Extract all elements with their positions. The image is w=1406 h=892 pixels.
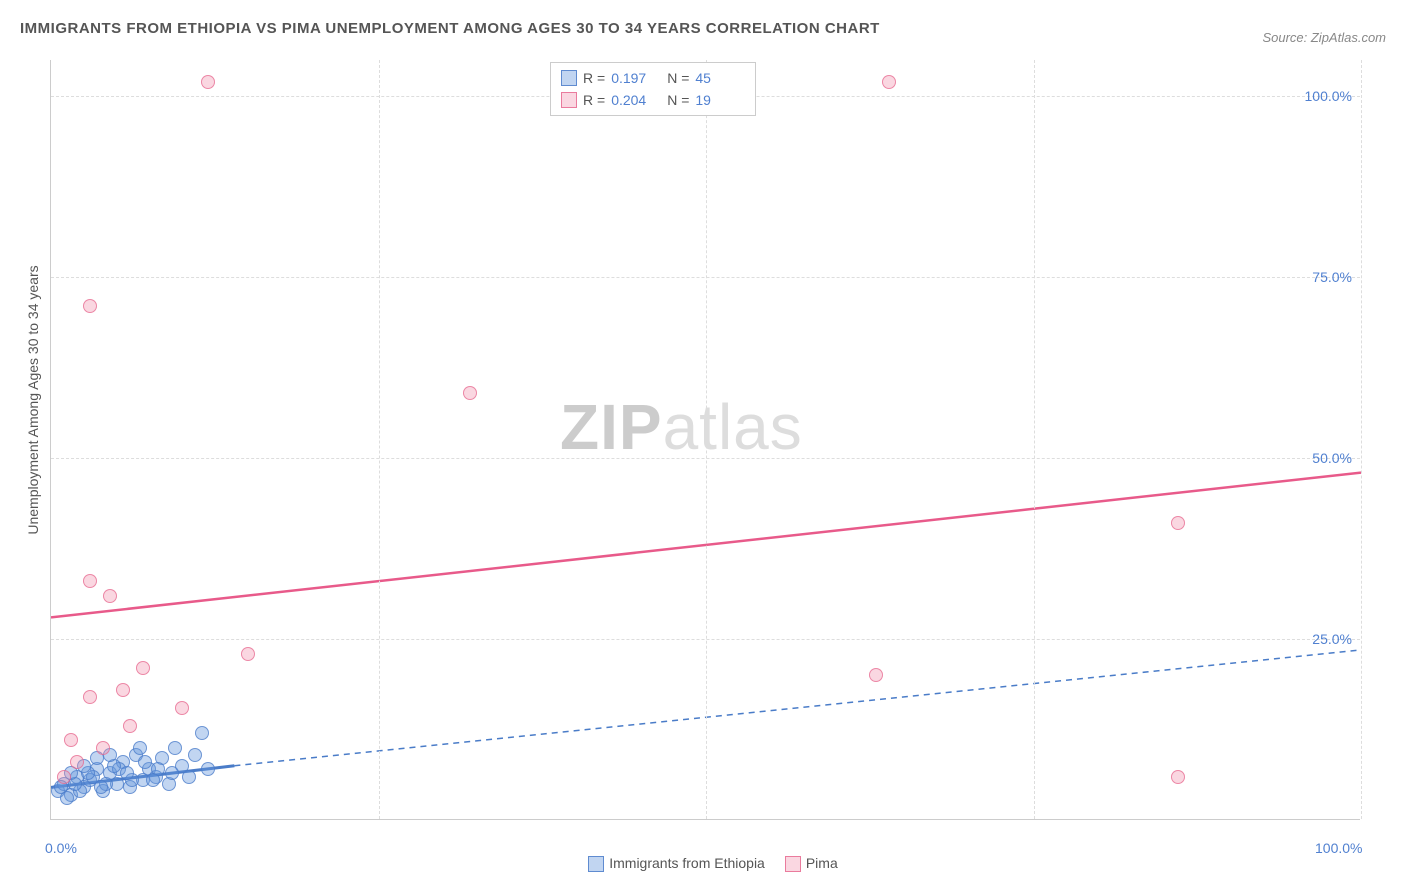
n-label: N = [667, 70, 689, 86]
pima-point [869, 668, 883, 682]
ethiopia-point [120, 766, 134, 780]
pima-swatch-icon [561, 92, 577, 108]
pima-point [70, 755, 84, 769]
legend-label: Pima [806, 855, 838, 871]
pima-point [175, 701, 189, 715]
ethiopia-point [138, 755, 152, 769]
r-label: R = [583, 70, 605, 86]
pima-point [882, 75, 896, 89]
n-label: N = [667, 92, 689, 108]
pima-point [103, 589, 117, 603]
n-value: 19 [695, 92, 745, 108]
pima-point [123, 719, 137, 733]
legend-row: R = 0.197 N = 45 [561, 67, 745, 89]
correlation-legend: R = 0.197 N = 45 R = 0.204 N = 19 [550, 62, 756, 116]
ethiopia-point [195, 726, 209, 740]
pink-swatch-icon [785, 856, 801, 872]
ethiopia-swatch-icon [561, 70, 577, 86]
pima-point [83, 574, 97, 588]
pima-point [136, 661, 150, 675]
pima-point [241, 647, 255, 661]
n-value: 45 [695, 70, 745, 86]
pima-point [64, 733, 78, 747]
ethiopia-point [146, 773, 160, 787]
x-tick-label: 0.0% [45, 840, 77, 856]
pima-point [116, 683, 130, 697]
r-value: 0.204 [611, 92, 661, 108]
ethiopia-point [188, 748, 202, 762]
ethiopia-point [182, 770, 196, 784]
pima-point [201, 75, 215, 89]
x-tick-label: 100.0% [1315, 840, 1362, 856]
series-legend: Immigrants from Ethiopia Pima [0, 855, 1406, 872]
ethiopia-point [133, 741, 147, 755]
legend-row: R = 0.204 N = 19 [561, 89, 745, 111]
ethiopia-point [201, 762, 215, 776]
pima-point [57, 770, 71, 784]
r-value: 0.197 [611, 70, 661, 86]
pima-point [83, 690, 97, 704]
blue-swatch-icon [588, 856, 604, 872]
pima-point [1171, 516, 1185, 530]
gridline-vertical [706, 60, 707, 819]
ethiopia-point [168, 741, 182, 755]
gridline-vertical [1034, 60, 1035, 819]
r-label: R = [583, 92, 605, 108]
gridline-vertical [379, 60, 380, 819]
pima-point [96, 741, 110, 755]
gridline-vertical [1361, 60, 1362, 819]
y-tick-label: 25.0% [1312, 631, 1352, 647]
ethiopia-point [94, 780, 108, 794]
pima-point [463, 386, 477, 400]
ethiopia-point [165, 766, 179, 780]
y-tick-label: 75.0% [1312, 269, 1352, 285]
pima-point [83, 299, 97, 313]
chart-title: IMMIGRANTS FROM ETHIOPIA VS PIMA UNEMPLO… [20, 20, 880, 37]
ethiopia-trend-extension [234, 650, 1361, 766]
source-label: Source: ZipAtlas.com [1262, 30, 1386, 45]
y-tick-label: 100.0% [1305, 88, 1352, 104]
plot-area: 25.0% 50.0% 75.0% 100.0% [50, 60, 1360, 820]
pima-point [1171, 770, 1185, 784]
y-axis-title: Unemployment Among Ages 30 to 34 years [25, 265, 41, 534]
y-tick-label: 50.0% [1312, 450, 1352, 466]
legend-label: Immigrants from Ethiopia [609, 855, 765, 871]
